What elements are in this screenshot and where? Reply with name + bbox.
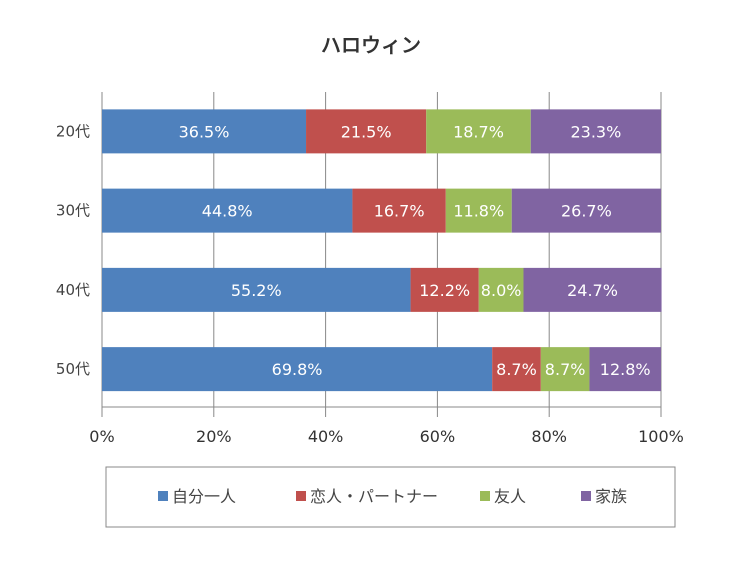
data-label: 12.8%	[600, 360, 651, 379]
data-label: 23.3%	[570, 122, 621, 141]
bar-segment	[102, 347, 493, 392]
legend-label: 恋人・パートナー	[310, 487, 438, 506]
data-label: 44.8%	[202, 202, 253, 221]
data-label: 69.8%	[272, 360, 323, 379]
data-label: 8.0%	[481, 281, 522, 300]
chart-title: ハロウィン	[321, 33, 421, 57]
bar-segment	[306, 109, 427, 154]
legend-box	[105, 466, 676, 528]
y-category-label: 30代	[56, 202, 90, 220]
data-label: 8.7%	[496, 360, 537, 379]
bar-segment	[352, 188, 446, 233]
bar-segment	[523, 267, 662, 312]
legend-swatch	[296, 491, 306, 501]
bar-segment	[102, 188, 353, 233]
data-label: 11.8%	[453, 202, 504, 221]
x-tick-label: 100%	[638, 427, 684, 446]
x-tick-label: 20%	[196, 427, 232, 446]
legend-label: 友人	[494, 487, 526, 506]
data-label: 12.2%	[419, 281, 470, 300]
data-label: 36.5%	[179, 122, 230, 141]
bar-segment	[426, 109, 531, 154]
y-category-label: 50代	[56, 360, 90, 378]
bar-segment	[445, 188, 512, 233]
bar-segment	[478, 267, 524, 312]
legend-swatch	[480, 491, 490, 501]
x-tick-label: 60%	[420, 427, 456, 446]
bar-segment	[589, 347, 661, 392]
legend-swatch	[581, 491, 591, 501]
legend-label: 家族	[595, 487, 627, 506]
y-category-label: 40代	[56, 281, 90, 299]
y-category-label: 20代	[56, 122, 90, 140]
bar-segment	[102, 267, 411, 312]
data-label: 16.7%	[374, 202, 425, 221]
data-label: 24.7%	[567, 281, 618, 300]
bar-segment	[540, 347, 590, 392]
x-tick-label: 80%	[531, 427, 567, 446]
bar-segment	[530, 109, 661, 154]
legend-label: 自分一人	[172, 487, 236, 506]
data-label: 26.7%	[561, 202, 612, 221]
data-label: 21.5%	[341, 122, 392, 141]
data-label: 55.2%	[231, 281, 282, 300]
data-label: 8.7%	[545, 360, 586, 379]
bar-segment	[492, 347, 541, 392]
x-tick-label: 40%	[308, 427, 344, 446]
bar-segment	[410, 267, 479, 312]
x-tick-label: 0%	[89, 427, 114, 446]
bar-segment	[102, 109, 307, 154]
legend-swatch	[158, 491, 168, 501]
data-label: 18.7%	[453, 122, 504, 141]
bar-segment	[511, 188, 661, 233]
